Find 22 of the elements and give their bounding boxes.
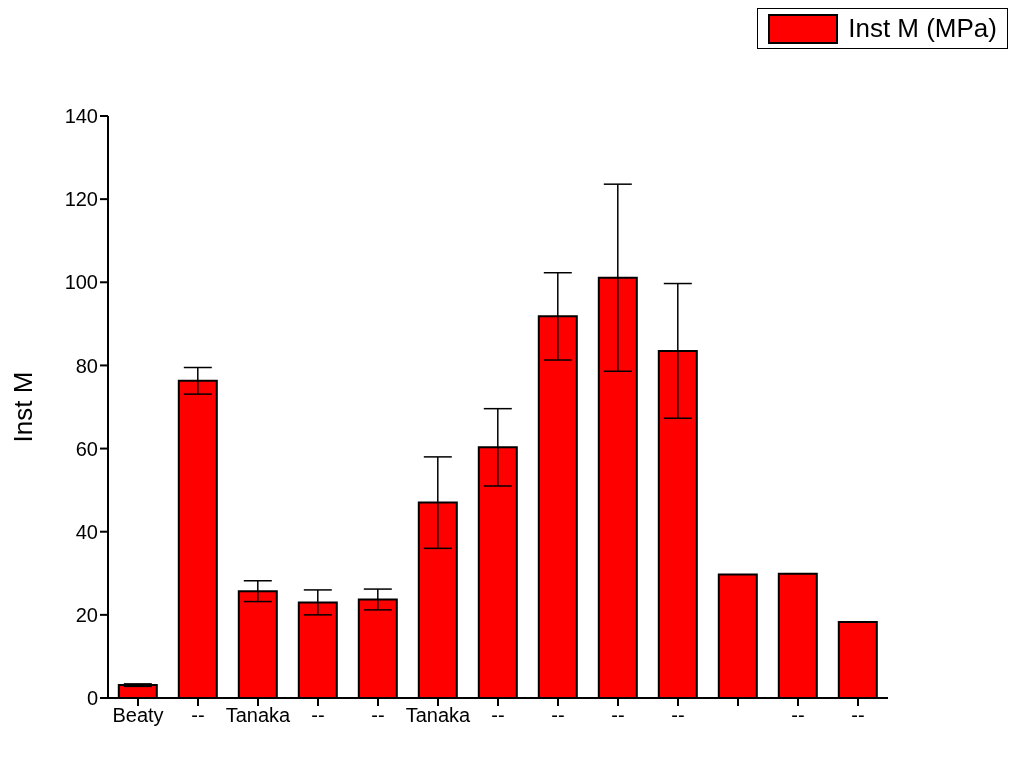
y-tick-label: 20: [75, 603, 98, 626]
x-tick-label: --: [611, 704, 625, 727]
legend-label: Inst M (MPa): [848, 13, 997, 44]
x-tick-label: --: [491, 704, 505, 727]
y-tick-label: 100: [64, 271, 98, 294]
y-tick-label: 140: [64, 105, 98, 128]
x-tick-label: Tanaka: [405, 704, 472, 727]
x-tick-label: Tanaka: [225, 704, 292, 727]
x-tick-label: --: [851, 704, 865, 727]
y-tick-label: 0: [86, 687, 98, 710]
y-tick-label: 120: [64, 188, 98, 211]
y-tick-label: 40: [75, 520, 98, 543]
x-tick-label: --: [551, 704, 565, 727]
x-tick-label: Beaty: [112, 704, 164, 727]
x-tick-label: --: [671, 704, 685, 727]
y-tick-label: 60: [75, 437, 98, 460]
x-tick-label: --: [311, 704, 325, 727]
x-tick-label: --: [791, 704, 805, 727]
x-tick-label: --: [371, 704, 385, 727]
y-tick-label: 80: [75, 354, 98, 377]
y-axis-title: Inst M: [8, 371, 39, 443]
x-tick-label: --: [191, 704, 205, 727]
